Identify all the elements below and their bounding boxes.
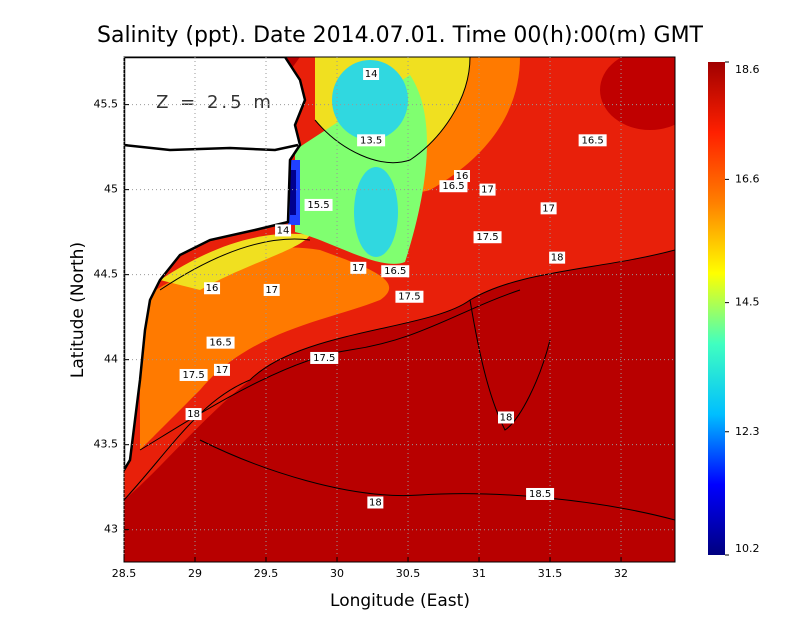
contour-label: 13.5 bbox=[360, 135, 382, 146]
contour-label-box bbox=[439, 180, 468, 193]
x-tick-label: 29.5 bbox=[254, 567, 279, 580]
contour-label-box bbox=[540, 202, 557, 215]
contour-label: 17 bbox=[352, 263, 365, 274]
contour-label-box bbox=[381, 265, 410, 278]
contour-label-box bbox=[498, 411, 515, 424]
x-tick-label: 31.5 bbox=[538, 567, 563, 580]
x-axis-label: Longitude (East) bbox=[330, 591, 470, 611]
y-tick-label: 45 bbox=[104, 183, 118, 196]
contour-label: 14 bbox=[277, 225, 290, 236]
contour-label: 16.5 bbox=[582, 135, 604, 146]
salinity-field bbox=[124, 57, 675, 562]
contour-label: 18 bbox=[187, 409, 200, 420]
colorbar bbox=[708, 62, 725, 555]
contour-label-box bbox=[357, 134, 386, 147]
contour-label: 16.5 bbox=[384, 266, 406, 277]
contour-label-box bbox=[350, 261, 367, 274]
contour-label-box bbox=[213, 363, 230, 376]
contour-label: 17.5 bbox=[398, 292, 420, 303]
depth-annotation: Z = 2.5 m bbox=[156, 92, 274, 113]
contour-label-box bbox=[367, 496, 384, 509]
y-axis-label: Latitude (North) bbox=[68, 242, 88, 378]
contour-label-box bbox=[479, 183, 496, 196]
contour-label: 14 bbox=[365, 69, 378, 80]
contour-label-box bbox=[304, 198, 333, 211]
contour-label: 17 bbox=[481, 185, 494, 196]
colorbar-tick-label: 10.2 bbox=[735, 542, 760, 555]
colorbar-tick-label: 14.5 bbox=[735, 296, 760, 309]
y-tick-label: 43.5 bbox=[94, 438, 119, 451]
y-tick-label: 44.5 bbox=[94, 268, 119, 281]
chart-title: Salinity (ppt). Date 2014.07.01. Time 00… bbox=[97, 23, 704, 48]
y-tick-label: 44 bbox=[104, 353, 118, 366]
contour-label: 16 bbox=[456, 171, 469, 182]
contour-label-box bbox=[179, 368, 208, 381]
contour-label-box bbox=[526, 487, 555, 500]
x-tick-label: 29 bbox=[188, 567, 202, 580]
contour-label: 18.5 bbox=[529, 489, 551, 500]
contour-label-box bbox=[206, 336, 235, 349]
x-tick-label: 30 bbox=[330, 567, 344, 580]
contour-label-box bbox=[204, 282, 221, 295]
contour-label: 17 bbox=[216, 365, 229, 376]
contour-label-box bbox=[310, 351, 339, 364]
contour-label-box bbox=[185, 408, 202, 421]
contour-label: 17.5 bbox=[182, 370, 204, 381]
contour-label: 17 bbox=[265, 285, 278, 296]
contour-label-box bbox=[275, 224, 292, 237]
contour-label: 16.5 bbox=[442, 181, 464, 192]
colorbar-tick-label: 12.3 bbox=[735, 425, 760, 438]
contour-label-box bbox=[549, 251, 566, 264]
colorbar-tick-label: 16.6 bbox=[735, 172, 760, 185]
contour-label: 16.5 bbox=[209, 338, 231, 349]
x-tick-label: 32 bbox=[614, 567, 628, 580]
contour-label-box bbox=[263, 283, 280, 296]
colorbar-tick-label: 18.6 bbox=[735, 63, 760, 76]
contour-label-box bbox=[453, 170, 470, 183]
x-tick-label: 30.5 bbox=[396, 567, 421, 580]
contour-label: 17 bbox=[542, 203, 555, 214]
contour-label: 15.5 bbox=[307, 200, 329, 211]
contour-label-box bbox=[473, 231, 502, 244]
x-tick-label: 28.5 bbox=[112, 567, 137, 580]
contour-label: 18 bbox=[551, 253, 564, 264]
contour-label-box bbox=[363, 68, 380, 81]
x-tick-label: 31 bbox=[472, 567, 486, 580]
contour-label: 16 bbox=[206, 283, 219, 294]
contour-label: 17.5 bbox=[313, 353, 335, 364]
contour-label-box bbox=[578, 134, 607, 147]
contour-label-box bbox=[395, 290, 424, 303]
y-tick-label: 43 bbox=[104, 523, 118, 536]
y-tick-label: 45.5 bbox=[94, 98, 119, 111]
contour-label: 18 bbox=[369, 497, 382, 508]
contour-label: 18 bbox=[500, 412, 513, 423]
contour-label: 17.5 bbox=[476, 232, 498, 243]
